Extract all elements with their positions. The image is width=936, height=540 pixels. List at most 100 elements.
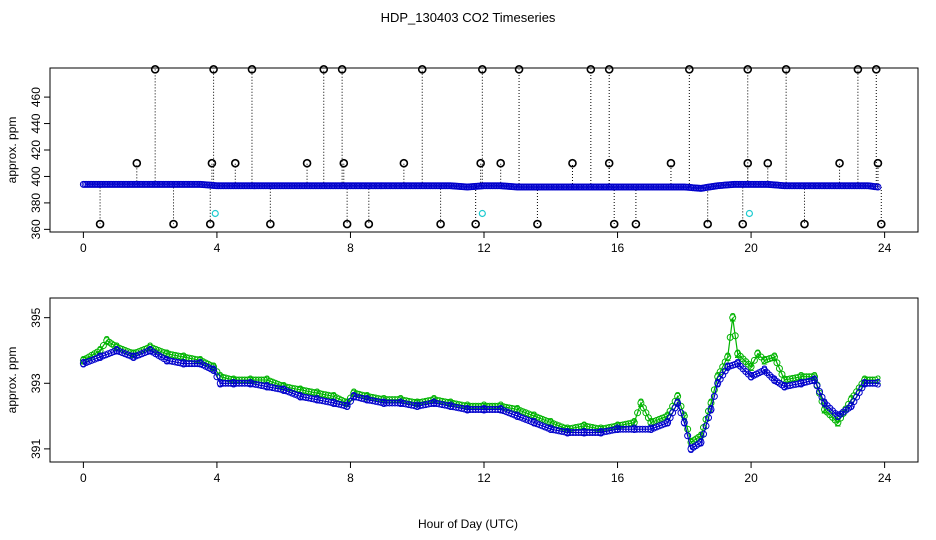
series-3-marker: 3 xyxy=(97,350,104,364)
series-3-marker: 3 xyxy=(674,396,681,410)
outlier-low-point xyxy=(631,219,641,229)
series-3-marker: 3 xyxy=(698,435,705,449)
series-3-point xyxy=(710,392,718,400)
series-3-point xyxy=(684,432,692,440)
series-3-marker: 3 xyxy=(164,353,171,367)
outlier-high-point xyxy=(781,65,791,74)
series-2-marker: 2 xyxy=(761,353,768,367)
series-2-point xyxy=(750,356,758,364)
x-tick-label: 4 xyxy=(214,241,221,255)
outlier-high-point xyxy=(319,65,329,74)
x-tick-label: 12 xyxy=(477,471,491,485)
y-tick-label: 395 xyxy=(29,307,43,327)
x-tick-label: 8 xyxy=(347,471,354,485)
outlier-low-point xyxy=(436,219,445,229)
series-3-point xyxy=(707,406,715,414)
series-3-marker: 3 xyxy=(197,357,204,371)
outlier-mid-point xyxy=(835,158,844,168)
y-tick-label: 460 xyxy=(29,87,43,107)
outlier-low-point xyxy=(471,219,480,229)
series-3-point xyxy=(861,379,869,387)
x-tick-label: 24 xyxy=(878,241,892,255)
outlier-mid-point xyxy=(302,158,312,168)
series-2-point xyxy=(724,353,732,361)
y-tick-label: 380 xyxy=(29,193,43,213)
outlier-low-point xyxy=(342,219,352,229)
series-3-marker: 3 xyxy=(748,370,755,384)
series-2-marker: 2 xyxy=(729,311,736,325)
series-3-marker: 3 xyxy=(821,396,828,410)
series-2-point xyxy=(778,370,786,378)
series-2-marker: 2 xyxy=(103,334,110,348)
figure-title: HDP_130403 CO2 Timeseries xyxy=(381,10,556,25)
outlier-mid-point xyxy=(399,158,409,168)
outlier-high-point xyxy=(853,65,863,74)
series-2-marker: 2 xyxy=(734,347,741,361)
series-3-point xyxy=(818,393,826,401)
outlier-low-point xyxy=(609,219,619,229)
series-3-point xyxy=(227,379,235,387)
y-tick-label: 400 xyxy=(29,166,43,186)
cyan-point xyxy=(478,209,486,218)
series-3-point xyxy=(216,379,224,387)
series-3-marker: 3 xyxy=(811,373,818,387)
series-3-marker: 3 xyxy=(664,416,671,430)
series-3-marker: 3 xyxy=(447,399,454,413)
outlier-high-point xyxy=(514,65,524,74)
series-3-marker: 3 xyxy=(364,393,371,407)
series-3-marker: 3 xyxy=(761,363,768,377)
series-3-marker: 3 xyxy=(688,442,695,456)
outlier-high-point xyxy=(871,65,881,74)
outlier-high-point xyxy=(150,65,160,74)
outlier-high-point xyxy=(586,65,596,74)
series-3-marker: 3 xyxy=(297,389,304,403)
outlier-low-point xyxy=(169,219,178,229)
series-2-marker: 2 xyxy=(180,350,187,364)
series-2-point xyxy=(634,409,642,417)
series-3-marker: 3 xyxy=(631,422,638,436)
series-3-marker: 3 xyxy=(547,422,554,436)
series-2-marker: 2 xyxy=(514,403,521,417)
series-3-point xyxy=(222,379,230,387)
series-2-point xyxy=(747,363,755,371)
series-3-marker: 3 xyxy=(180,357,187,371)
series-3-marker: 3 xyxy=(861,376,868,390)
series-3-point xyxy=(346,397,354,405)
series-2-marker: 2 xyxy=(821,403,828,417)
series-2-point xyxy=(707,399,715,407)
series-3-marker: 3 xyxy=(648,422,655,436)
y-tick-label: 391 xyxy=(29,439,43,459)
series-3-marker: 3 xyxy=(314,393,321,407)
x-tick-label: 0 xyxy=(80,471,87,485)
cyan-point xyxy=(211,209,219,218)
series-2-point xyxy=(731,332,739,340)
series-3-marker: 3 xyxy=(497,403,504,417)
outlier-low-point xyxy=(800,219,809,229)
series-3-marker: 3 xyxy=(875,376,882,390)
outlier-low-point xyxy=(533,219,542,229)
x-tick-label: 20 xyxy=(744,471,758,485)
series-3-marker: 3 xyxy=(280,383,287,397)
series-3-marker: 3 xyxy=(247,376,254,390)
series-2-marker: 2 xyxy=(875,373,882,387)
cyan-point xyxy=(745,209,754,218)
outlier-mid-point xyxy=(763,158,773,168)
outlier-low-point xyxy=(266,219,275,229)
y-tick-label: 440 xyxy=(29,113,43,133)
series-3-marker: 3 xyxy=(230,376,237,390)
series-3-marker: 3 xyxy=(217,376,224,390)
series-2-point xyxy=(674,392,682,400)
series-3-marker: 3 xyxy=(771,373,778,387)
series-3-marker: 3 xyxy=(80,357,87,371)
outlier-low-point xyxy=(95,219,105,229)
series-3-marker: 3 xyxy=(724,360,731,374)
series-3-point xyxy=(340,402,348,410)
series-3-marker: 3 xyxy=(564,425,571,439)
series-2-marker: 2 xyxy=(631,416,638,430)
series-2-marker: 2 xyxy=(97,343,104,357)
series-2-point xyxy=(684,425,692,433)
series-3-marker: 3 xyxy=(848,399,855,413)
series-2-marker: 2 xyxy=(688,435,695,449)
series-3-marker: 3 xyxy=(531,416,538,430)
